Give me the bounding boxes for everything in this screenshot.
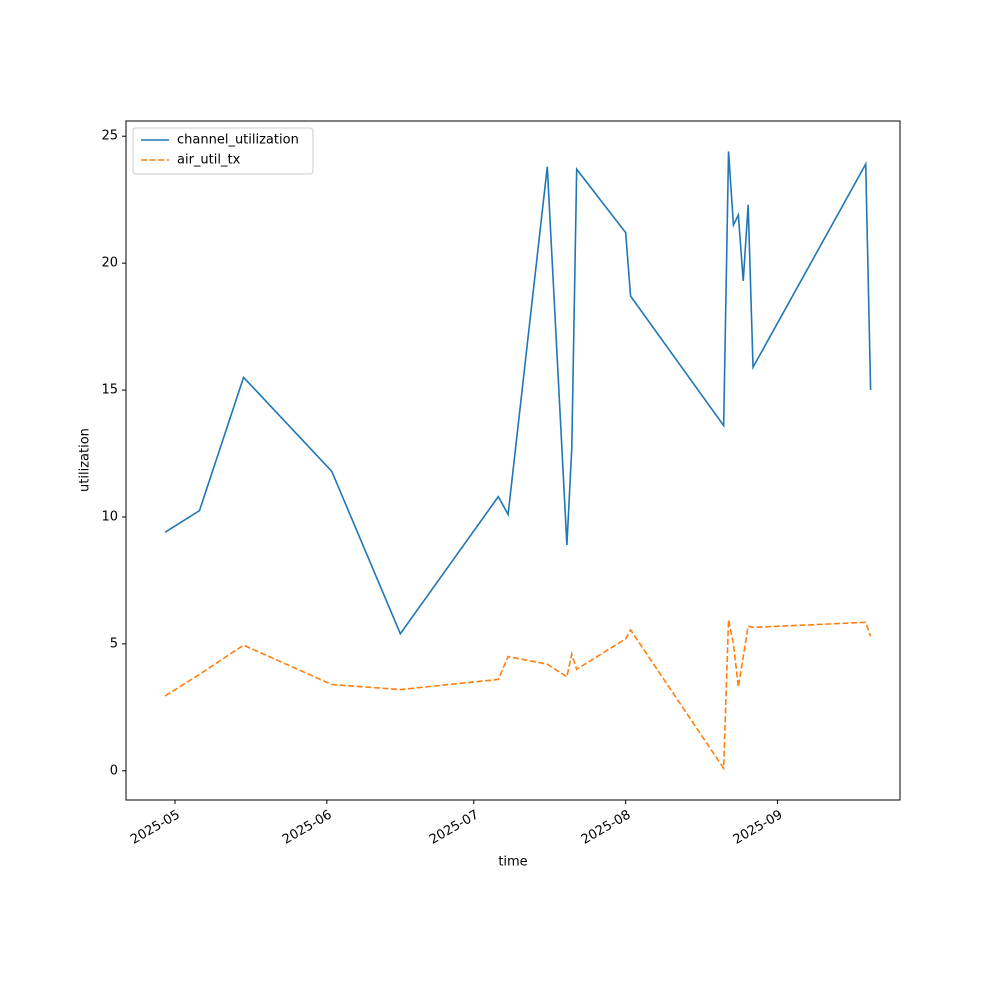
x-tick-label: 2025-07	[427, 808, 482, 848]
x-tick-label: 2025-06	[280, 808, 335, 848]
y-tick-label: 0	[110, 763, 118, 778]
plot-frame	[125, 120, 901, 801]
legend-box	[132, 127, 314, 175]
legend-label: channel_utilization	[177, 133, 299, 148]
legend-label: air_util_tx	[177, 153, 241, 168]
line-series	[164, 619, 872, 771]
y-tick-label: 20	[101, 256, 118, 271]
y-tick-label: 15	[101, 383, 118, 398]
x-tick-label: 2025-09	[731, 808, 786, 848]
x-tick-label: 2025-05	[128, 808, 183, 848]
y-tick-label: 10	[101, 509, 118, 524]
x-tick-label: 2025-08	[579, 808, 634, 848]
y-tick-label: 25	[101, 129, 118, 144]
y-axis-label: utilization	[78, 428, 93, 492]
y-tick-label: 5	[110, 636, 118, 651]
x-axis-label: time	[498, 855, 527, 870]
line-series	[164, 151, 872, 636]
